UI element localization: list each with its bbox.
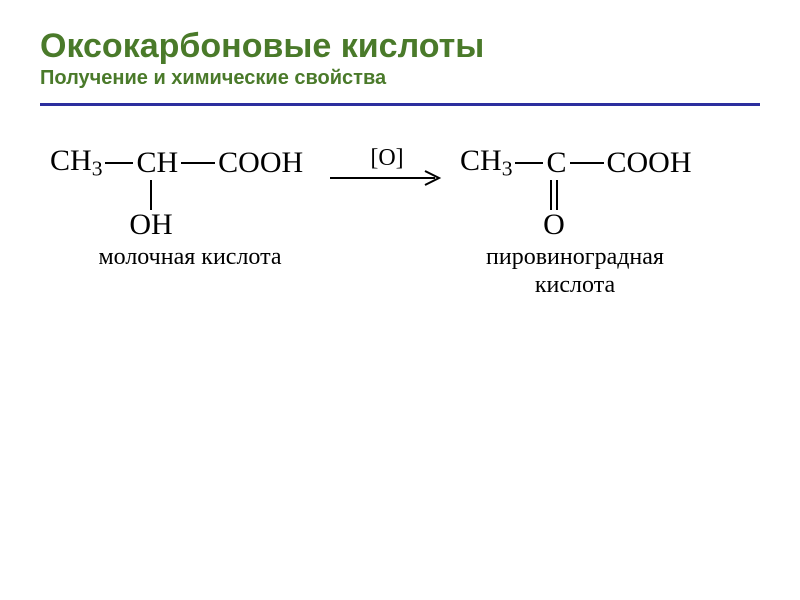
bond-vertical-wrap xyxy=(460,180,735,210)
slide: { "title": { "text": "Оксокарбоновые кис… xyxy=(0,0,800,600)
slide-subtitle: Получение и химические свойства xyxy=(40,67,760,89)
fragment-cooh: COOH xyxy=(218,148,303,178)
fragment-c: C xyxy=(546,148,566,178)
arrow-icon xyxy=(327,168,447,188)
fragment-ch3: CH3 xyxy=(50,146,102,180)
bond-single-v xyxy=(150,180,152,210)
bond-single-h xyxy=(105,162,133,164)
fragment-ch3: CH3 xyxy=(460,146,512,180)
bond-single-h xyxy=(570,162,604,164)
reactant-molecule: CH3 CH COOH OH молочная кислота xyxy=(50,146,340,272)
bond-double-v xyxy=(550,180,552,210)
reactant-formula-row: CH3 CH COOH xyxy=(50,146,340,180)
title-divider xyxy=(40,103,760,106)
product-formula-row: CH3 C COOH xyxy=(460,146,735,180)
pendant-o: O xyxy=(534,210,574,240)
reactant-caption: молочная кислота xyxy=(40,244,340,272)
bond-single-h xyxy=(181,162,215,164)
bond-vertical-wrap xyxy=(50,180,340,210)
fragment-ch: CH xyxy=(136,148,178,178)
title-block: Оксокарбоновые кислоты Получение и химич… xyxy=(0,0,800,97)
bond-double-v xyxy=(556,180,558,210)
bond-single-h xyxy=(515,162,543,164)
fragment-cooh: COOH xyxy=(607,148,692,178)
arrow-label: [O] xyxy=(322,146,452,170)
product-caption: пировиноградная кислота xyxy=(415,244,735,299)
slide-title: Оксокарбоновые кислоты xyxy=(40,28,760,65)
pendant-oh: OH xyxy=(121,210,181,240)
reaction-arrow: [O] xyxy=(322,146,452,188)
product-molecule: CH3 C COOH O пировиноградная кислота xyxy=(460,146,735,299)
